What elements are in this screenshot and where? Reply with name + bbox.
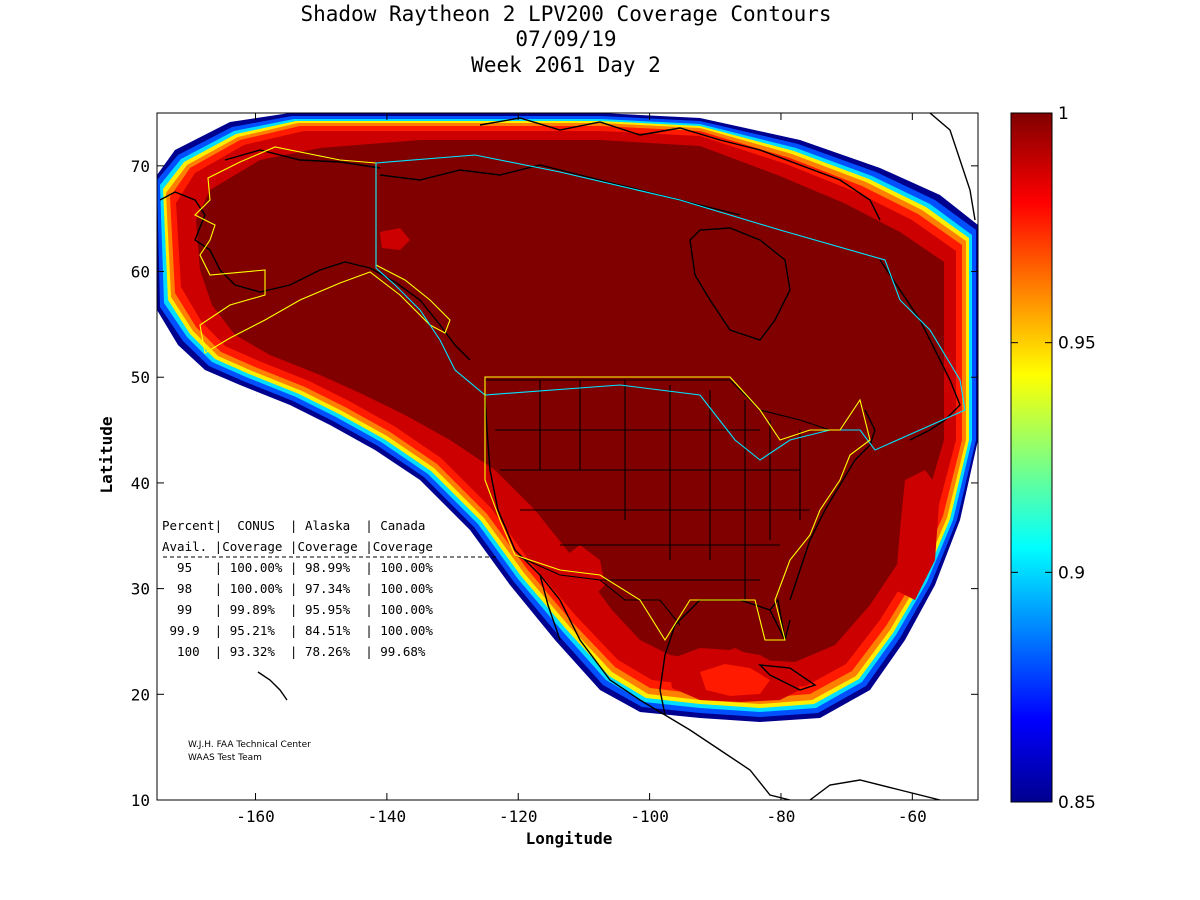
state-lines-horizontal	[495, 429, 810, 581]
canada-region-boundary	[375, 154, 966, 461]
baja	[539, 574, 561, 641]
florida	[769, 598, 791, 641]
contour-blob-north	[380, 228, 410, 250]
colorbar-tick-label: 0.95	[1058, 334, 1096, 354]
x-tick-label: -80	[767, 807, 796, 826]
y-tick-label: 40	[131, 474, 150, 493]
x-tick-label: -140	[368, 807, 407, 826]
y-tick-label: 30	[131, 580, 150, 599]
table-row: 99 | 99.89% | 95.95% | 100.00%	[162, 602, 440, 617]
us-state-borders	[485, 379, 831, 626]
greenland	[929, 113, 976, 221]
us-mexico-border	[514, 554, 681, 626]
gulf-coast	[659, 599, 786, 716]
central-america	[664, 714, 791, 800]
south-america-top	[809, 779, 941, 800]
y-tick-label: 60	[131, 263, 150, 282]
contour-blob-east	[895, 470, 940, 600]
hudson-bay	[689, 227, 791, 341]
x-tick-label: -160	[236, 807, 275, 826]
table-row: 100 | 93.32% | 78.26% | 99.68%	[162, 644, 440, 659]
conus-region-boundary	[484, 376, 871, 642]
chart-title-line-3: Week 2061 Day 2	[471, 53, 661, 77]
coverage-contours	[157, 113, 978, 722]
x-axis-label: Longitude	[526, 829, 613, 848]
credit-line-1: W.J.H. FAA Technical Center	[188, 740, 311, 750]
alaska-coast	[159, 191, 471, 361]
cuba	[758, 664, 817, 691]
y-tick-label: 20	[131, 685, 150, 704]
labrador-coast	[879, 259, 961, 441]
colorbar-tick-label: 0.85	[1058, 793, 1096, 813]
region-boundaries	[194, 146, 966, 642]
table-header-row-2: Avail. |Coverage |Coverage |Coverage	[162, 539, 440, 554]
chart-title-line-2: 07/09/19	[515, 27, 616, 51]
y-tick-label: 50	[131, 368, 150, 387]
contour-blob-gulf-bright	[700, 664, 770, 696]
colorbar-tick-label: 0.9	[1058, 563, 1085, 583]
axes-frame	[156, 112, 979, 801]
table-row: 99.9 | 95.21% | 84.51% | 100.00%	[162, 623, 440, 638]
table-row: 98 | 100.00% | 97.34% | 100.00%	[162, 581, 440, 596]
y-tick-label: 70	[131, 157, 150, 176]
state-lines-vertical	[539, 380, 801, 600]
alaska-north-coast	[224, 149, 381, 169]
table-header-row-1: Percent| CONUS | Alaska | Canada	[162, 518, 440, 533]
hawaii	[257, 671, 288, 701]
credit-line-2: WAAS Test Team	[188, 753, 262, 763]
x-tick-label: -100	[630, 807, 669, 826]
x-tick-label: -120	[499, 807, 538, 826]
colorbar-ticks: 1 0.95 0.9 0.85	[1011, 104, 1096, 813]
colorbar-tick-label: 1	[1058, 104, 1069, 124]
chart-title-line-1: Shadow Raytheon 2 LPV200 Coverage Contou…	[300, 2, 831, 26]
coverage-table: Percent| CONUS | Alaska | Canada Avail. …	[162, 518, 497, 659]
colorbar	[1010, 112, 1053, 803]
y-axis-label: Latitude	[97, 416, 116, 493]
y-tick-label: 10	[131, 791, 150, 810]
table-row: 95 | 100.00% | 98.99% | 100.00%	[162, 560, 440, 575]
us-east-coast	[789, 409, 876, 601]
x-tick-label: -60	[898, 807, 927, 826]
arctic-islands	[479, 117, 881, 221]
contour-band-dark-red	[196, 140, 944, 662]
axis-ticks: -160 -140 -120 -100 -80 -60 10 20 30 40 50 60 70	[131, 113, 978, 826]
